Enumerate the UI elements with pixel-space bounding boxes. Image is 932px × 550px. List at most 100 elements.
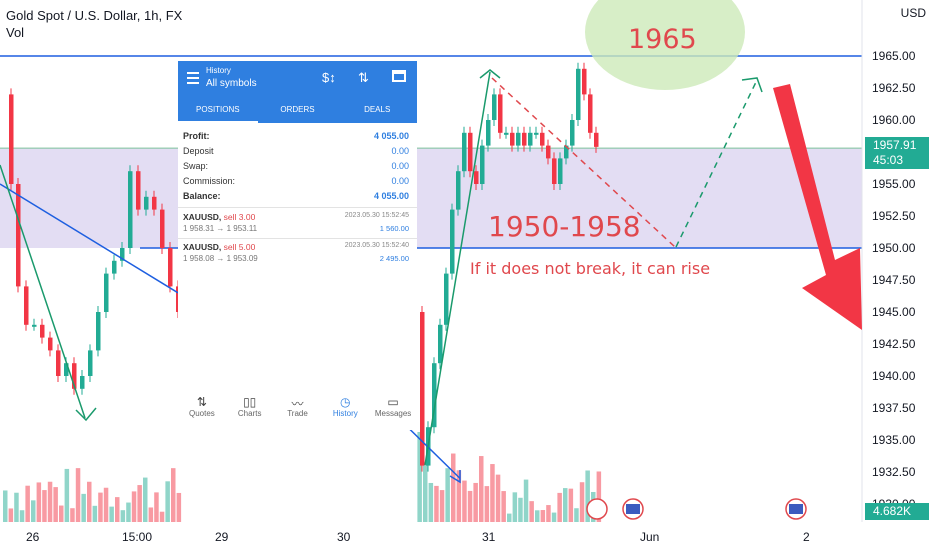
time-tick: 15:00	[122, 530, 153, 544]
candle	[9, 94, 14, 184]
support-zone	[0, 148, 862, 248]
nav-trade[interactable]: 〰 Trade	[274, 391, 322, 430]
candle	[594, 132, 599, 147]
current-volume-badge: 4.682K	[865, 503, 929, 520]
nav-quotes[interactable]: ⇅ Quotes	[178, 391, 226, 430]
price-tick: 1955.00	[872, 177, 916, 191]
volume-bar	[115, 497, 120, 522]
volume-bar	[53, 487, 58, 522]
volume-bar	[42, 490, 47, 522]
volume-bar	[103, 487, 109, 522]
history-panel: History All symbols $↕ ⇅ POSITIONS ORDER…	[178, 61, 417, 430]
projection-down-dashed	[491, 77, 676, 248]
candle	[462, 132, 467, 172]
annotation-note[interactable]: If it does not break, it can rise	[470, 259, 711, 278]
volume-bar	[137, 485, 142, 522]
summary-deposit: Deposit 0.00	[183, 146, 409, 156]
dollar-sort-icon[interactable]: $↕	[322, 70, 336, 85]
summary-swap: Swap: 0.00	[183, 161, 409, 171]
volume-bar	[501, 491, 506, 522]
candle	[582, 68, 587, 95]
volume-bar	[563, 488, 568, 522]
volume-bar	[484, 486, 490, 522]
volume-bar	[439, 490, 445, 522]
candle	[24, 286, 29, 325]
history-icon: ◷	[340, 395, 351, 409]
candle	[564, 145, 569, 159]
candle	[40, 324, 45, 338]
candle	[492, 94, 497, 120]
volume-bar	[579, 482, 585, 522]
annotation-zone[interactable]: 1950-1958	[488, 210, 641, 243]
candle	[468, 132, 473, 172]
candle	[128, 171, 133, 248]
volume-bar	[19, 510, 25, 522]
volume-bar	[59, 505, 64, 522]
candle	[534, 132, 539, 135]
quotes-icon: ⇅	[196, 395, 207, 409]
candle	[552, 158, 557, 184]
time-tick: 30	[337, 530, 351, 544]
candle	[72, 363, 77, 389]
candle	[528, 132, 533, 146]
candle	[522, 132, 527, 146]
volume-bar	[456, 470, 462, 522]
candle	[456, 171, 461, 210]
highlight-ellipse	[585, 0, 745, 90]
candle	[420, 312, 425, 466]
hamburger-icon[interactable]	[187, 72, 199, 84]
volume-bar	[417, 432, 422, 522]
deal-row[interactable]: XAUUSD, sell 5.00 2023.05.30 15:52:40 1 …	[183, 242, 409, 263]
volume-bar	[557, 492, 562, 522]
tab-orders[interactable]: ORDERS	[280, 105, 315, 114]
projection-up-dashed	[675, 79, 758, 248]
candle	[112, 260, 117, 274]
deal-row[interactable]: XAUUSD, sell 3.00 2023.05.30 15:52:45 1 …	[183, 212, 409, 233]
volume-bar	[423, 462, 428, 522]
symbol-title[interactable]: Gold Spot / U.S. Dollar, 1h, FX	[6, 8, 183, 23]
candle	[486, 120, 491, 146]
bottom-nav: ⇅ Quotes ▯▯ Charts 〰 Trade ◷ History ▭ Messag…	[178, 391, 417, 430]
volume-bar	[8, 508, 14, 522]
tab-deals[interactable]: DEALS	[364, 105, 391, 114]
volume-bar	[540, 510, 546, 522]
volume-bar	[75, 468, 81, 522]
volume-bar	[31, 500, 36, 522]
nav-history[interactable]: ◷ History	[321, 391, 369, 430]
currency-label[interactable]: USD	[900, 6, 926, 20]
volume-bar	[462, 480, 467, 522]
panel-subtitle[interactable]: All symbols	[206, 78, 257, 89]
bar-countdown: 45:03	[873, 153, 904, 167]
nav-charts[interactable]: ▯▯ Charts	[226, 391, 274, 430]
volume-bar	[535, 510, 540, 522]
candle	[120, 248, 125, 261]
volume-bar	[523, 479, 529, 522]
candle	[444, 273, 449, 325]
nav-messages[interactable]: ▭ Messages	[369, 391, 417, 430]
calendar-icon[interactable]	[392, 70, 406, 82]
annotation-1965[interactable]: 1965	[628, 24, 697, 55]
volume-bar	[473, 482, 478, 522]
volume-bar	[585, 470, 590, 522]
panel-tabs: POSITIONS ORDERS DEALS	[178, 99, 417, 123]
volume-label: Vol	[6, 25, 25, 40]
projection-line-up	[424, 71, 491, 466]
price-tick: 1962.50	[872, 81, 916, 95]
summary-balance: Balance: 4 055.00	[183, 191, 409, 201]
tab-positions[interactable]: POSITIONS	[178, 99, 258, 123]
arrow-head	[741, 77, 763, 93]
volume-bar	[574, 508, 579, 522]
volume-bar	[507, 513, 512, 522]
time-tick: 31	[482, 530, 496, 544]
candle	[56, 350, 61, 376]
candle	[88, 350, 93, 376]
candle	[474, 171, 479, 184]
volume-bar	[14, 492, 19, 522]
time-tick: 26	[26, 530, 40, 544]
volume-bar	[467, 490, 473, 522]
sort-icon[interactable]: ⇅	[358, 70, 369, 85]
volume-bar	[445, 468, 450, 522]
candle	[570, 120, 575, 146]
candle	[144, 196, 149, 210]
